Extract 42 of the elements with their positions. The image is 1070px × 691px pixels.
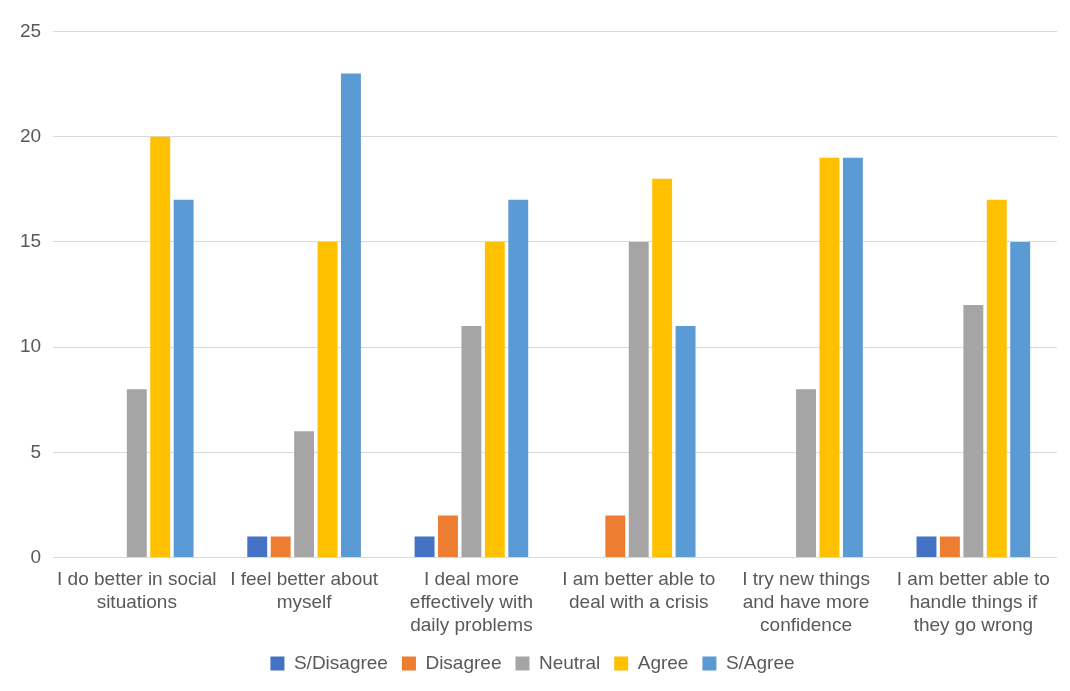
legend-label: Disagree (425, 651, 502, 673)
x-tick-label: I do better in social situations (57, 568, 217, 613)
x-tick-label: I am better able to deal with a crisis (562, 568, 716, 613)
y-tick-label: 0 (30, 545, 42, 567)
bar (126, 389, 147, 558)
y-tick-label: 5 (30, 440, 42, 462)
bar (414, 536, 435, 558)
bar (1010, 241, 1031, 558)
bar (294, 431, 315, 558)
legend-label: Agree (637, 651, 689, 673)
bar (986, 199, 1007, 558)
bar (842, 157, 863, 558)
bar (796, 389, 816, 558)
y-tick-label: 20 (19, 124, 42, 146)
y-tick-label: 15 (19, 230, 42, 252)
legend-label: S/Disagree (293, 651, 388, 673)
bar (675, 326, 696, 558)
bar (340, 73, 361, 558)
bar (605, 515, 626, 558)
x-tick-label: I deal more effectively with daily problems (409, 568, 534, 635)
bar (916, 536, 937, 558)
bar (247, 536, 268, 558)
x-tick-label: I feel better about myself (230, 568, 379, 613)
bar (939, 536, 960, 558)
bar (317, 241, 338, 558)
bar (508, 199, 529, 558)
bar (461, 326, 482, 558)
y-tick-label: 10 (19, 335, 42, 357)
bar (484, 241, 505, 558)
bar (628, 241, 649, 558)
bar (438, 515, 458, 558)
bar (652, 178, 673, 558)
legend-label: S/Agree (725, 651, 795, 673)
bar (150, 136, 171, 558)
bar (173, 199, 194, 558)
legend-label: Neutral (538, 651, 601, 673)
x-tick-label: I am better able to handle things if they go wrong (896, 568, 1050, 635)
x-tick-label: I try new things and have more confidence (742, 568, 870, 635)
y-tick-label: 25 (19, 19, 42, 41)
bar (963, 305, 984, 558)
bar (270, 536, 291, 558)
bar (819, 157, 840, 558)
